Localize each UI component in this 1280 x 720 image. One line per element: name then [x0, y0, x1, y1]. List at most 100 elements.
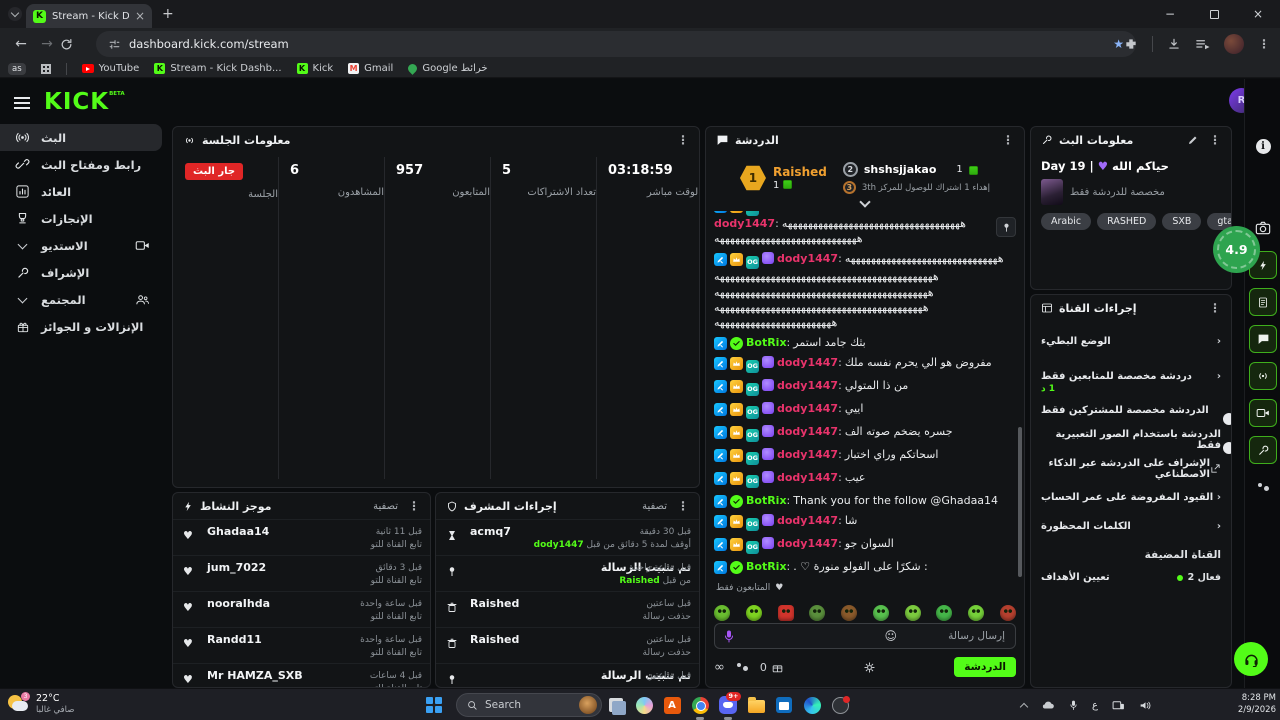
chat-username[interactable]: BotRix	[746, 336, 787, 350]
filter-button[interactable]: تصفية	[373, 500, 398, 512]
action-subscribers-only[interactable]: الدردشة مخصصة للمشتركين فقط	[1041, 405, 1209, 416]
mod-action-row[interactable]: تم تثبيت الرسالة من قبل Raished قبل ساعة…	[436, 555, 699, 591]
tag[interactable]: SXB	[1162, 213, 1202, 230]
kebab-icon[interactable]: ⋮	[677, 499, 689, 513]
sidebar-item-moderation[interactable]: الإشراف	[0, 259, 162, 286]
window-maximize-button[interactable]	[1192, 0, 1236, 28]
action-set-goals[interactable]: تعيين الأهداف فعال 2	[1041, 572, 1221, 583]
gift-subs-button[interactable]: 0	[760, 661, 784, 674]
quick-tools-button[interactable]	[1249, 436, 1277, 464]
action-banned-words[interactable]: الكلمات المحظورة ›	[1041, 521, 1221, 532]
chat-settings-gear-icon[interactable]	[863, 661, 876, 674]
emote-icon[interactable]	[936, 605, 953, 621]
browser-tab[interactable]: K Stream - Kick Dashboard ×	[26, 4, 152, 28]
info-icon[interactable]: i	[1245, 139, 1280, 154]
chat-username[interactable]: dody1447	[777, 537, 839, 551]
url-bar[interactable]: dashboard.kick.com/stream ★	[96, 31, 1136, 57]
emote-combo-icon[interactable]	[736, 663, 748, 671]
sidebar-item-drops-rewards[interactable]: الإنزالات و الجوائز	[0, 313, 162, 340]
profile-chip[interactable]: as	[8, 62, 26, 75]
emote-icon[interactable]	[968, 605, 985, 621]
discord-icon[interactable]: 9+	[718, 692, 741, 715]
send-chat-button[interactable]: الدردشة	[954, 657, 1016, 677]
download-icon[interactable]	[1167, 37, 1181, 51]
chat-username[interactable]: dody1447	[777, 252, 839, 266]
stream-rating-badge[interactable]: 4.9	[1213, 226, 1260, 273]
chat-username[interactable]: dody1447	[777, 379, 839, 393]
emote-icon[interactable]	[904, 605, 921, 621]
task-view-icon[interactable]	[606, 695, 626, 715]
quick-notes-button[interactable]	[1249, 288, 1277, 316]
tray-microphone-icon[interactable]	[1069, 699, 1078, 712]
emoji-picker-icon[interactable]: ☺	[884, 629, 897, 643]
tag[interactable]: gta	[1207, 213, 1231, 230]
adobe-app-icon[interactable]: A	[662, 695, 682, 715]
emote-icon[interactable]	[809, 605, 826, 621]
weather-widget[interactable]: 3 22°C صافي غالبا	[6, 692, 74, 716]
chat-username[interactable]: dody1447	[777, 448, 839, 462]
sidebar-item-community[interactable]: المجتمع	[0, 286, 162, 313]
speaker-icon[interactable]	[1139, 700, 1152, 711]
tag[interactable]: Arabic	[1041, 213, 1092, 230]
reading-list-icon[interactable]	[1195, 38, 1210, 51]
share-dots-icon[interactable]	[1245, 483, 1280, 491]
action-followers-only[interactable]: دردشة مخصصة للمتابعين فقط 1 د ›	[1041, 370, 1221, 395]
hamburger-menu-icon[interactable]	[14, 96, 30, 109]
quick-clips-button[interactable]	[1249, 399, 1277, 427]
chat-username[interactable]: dody1447	[714, 217, 776, 231]
quick-emotes-row[interactable]	[714, 605, 1016, 621]
mod-action-row[interactable]: تم تثبيت الرسالة قبل ساعتين	[436, 663, 699, 687]
emote-icon[interactable]	[714, 605, 730, 621]
chat-username[interactable]: dody1447	[777, 402, 839, 416]
chat-username[interactable]: dody1447	[777, 514, 839, 528]
window-minimize-button[interactable]: −	[1164, 7, 1176, 21]
bookmark-kick[interactable]: K Kick	[296, 63, 333, 74]
edge-icon[interactable]	[802, 695, 822, 715]
sidebar-item-stream[interactable]: البث	[0, 124, 162, 151]
extensions-icon[interactable]	[1124, 37, 1138, 51]
support-chat-button[interactable]	[1234, 642, 1268, 676]
emote-icon[interactable]	[841, 605, 858, 621]
taskbar-search[interactable]: Search	[456, 693, 602, 717]
taskbar-clock[interactable]: 8:28 PM 2/9/2026	[1238, 693, 1276, 717]
tab-close-icon[interactable]: ×	[134, 9, 145, 23]
activity-row[interactable]: ♥ nooraIhda تابع القناة للتو قبل ساعة وا…	[173, 591, 430, 627]
bookmark-star-icon[interactable]: ★	[1113, 37, 1124, 51]
forward-button[interactable]: →	[41, 36, 53, 52]
activity-row[interactable]: ♥ Ghadaa14 تابع القناة للتو قبل 11 ثانية	[173, 519, 430, 555]
emote-icon[interactable]	[745, 605, 762, 621]
microsoft-store-icon[interactable]	[774, 695, 794, 715]
emote-icon[interactable]	[777, 605, 794, 621]
chat-input[interactable]	[715, 624, 1015, 648]
emote-icon[interactable]	[872, 605, 889, 621]
browser-profile-avatar[interactable]	[1224, 34, 1244, 54]
kebab-icon[interactable]: ⋮	[1002, 133, 1014, 147]
copilot-icon[interactable]	[634, 695, 654, 715]
sidebar-item-stream-key[interactable]: رابط ومفتاح البث	[0, 151, 162, 178]
bookmark-kick-dashboard[interactable]: K Stream - Kick Dashb...	[154, 63, 282, 74]
action-slow-mode[interactable]: الوضع البطيء ›	[1041, 336, 1221, 347]
pin-chat-button[interactable]	[996, 217, 1016, 237]
chat-username[interactable]: BotRix	[746, 560, 787, 574]
start-button[interactable]	[426, 697, 442, 713]
mod-action-row[interactable]: Raished حذفت رسالة قبل ساعتين	[436, 591, 699, 627]
action-account-age[interactable]: القيود المفروضة على عمر الحساب ›	[1041, 492, 1221, 503]
sidebar-item-achievements[interactable]: الإنجازات	[0, 205, 162, 232]
new-tab-button[interactable]: +	[162, 6, 174, 22]
obs-icon[interactable]	[830, 695, 850, 715]
sidebar-item-studio[interactable]: الاستديو	[0, 232, 162, 259]
tab-search-button[interactable]	[8, 7, 22, 21]
onedrive-cloud-icon[interactable]	[1041, 700, 1055, 710]
activity-row[interactable]: ♥ jum_7022 تابع القناة للتو قبل 3 دقائق	[173, 555, 430, 591]
kebab-icon[interactable]: ⋮	[677, 133, 689, 147]
kebab-icon[interactable]: ⋮	[1209, 133, 1221, 147]
language-indicator[interactable]: ع	[1092, 699, 1098, 711]
tag[interactable]: RASHED	[1097, 213, 1157, 230]
chat-username[interactable]: dody1447	[777, 356, 839, 370]
mod-action-row[interactable]: acmq7 أوقف لمدة 5 دقائق من قبل dody1447 …	[436, 519, 699, 555]
apps-grid-icon[interactable]	[40, 63, 51, 74]
sidebar-item-revenue[interactable]: العائد	[0, 178, 162, 205]
back-button[interactable]: ←	[15, 36, 27, 52]
chat-scrollbar[interactable]	[1018, 427, 1022, 577]
